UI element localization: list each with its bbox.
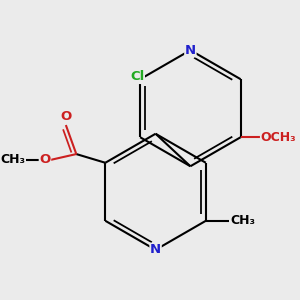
Text: OCH₃: OCH₃ (261, 131, 296, 144)
Text: N: N (185, 44, 196, 57)
Text: Cl: Cl (130, 70, 144, 83)
Text: O: O (39, 153, 51, 167)
Text: CH₃: CH₃ (230, 214, 255, 227)
Text: N: N (150, 243, 161, 256)
Text: O: O (60, 110, 71, 123)
Text: CH₃: CH₃ (0, 153, 25, 167)
